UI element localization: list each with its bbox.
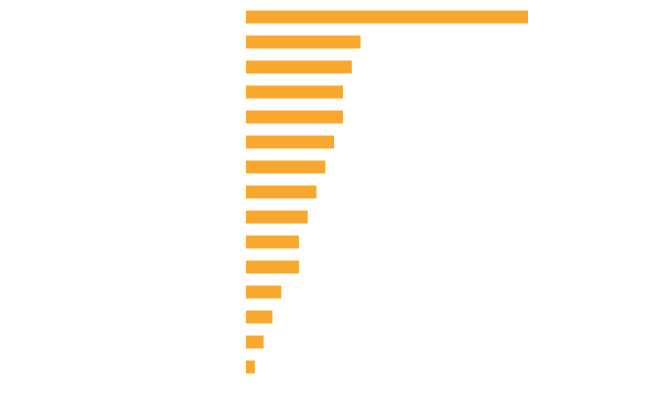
bar <box>246 35 361 49</box>
bar <box>246 60 352 74</box>
bar <box>246 10 528 24</box>
bar <box>246 210 308 224</box>
bar <box>246 310 273 324</box>
bar <box>246 360 255 374</box>
bar <box>246 285 282 299</box>
bar <box>246 335 264 349</box>
bar <box>246 235 299 249</box>
bar <box>246 110 343 124</box>
bar <box>246 260 299 274</box>
bar <box>246 185 317 199</box>
bar <box>246 85 343 99</box>
bar <box>246 135 335 149</box>
bar <box>246 160 326 174</box>
